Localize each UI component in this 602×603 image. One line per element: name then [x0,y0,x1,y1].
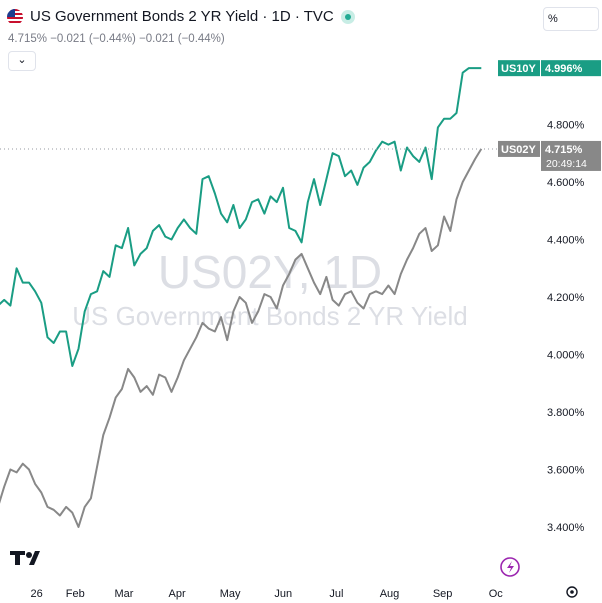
y-tick-label: 4.000% [547,350,585,362]
y-tick-label: 4.200% [547,292,585,304]
y-tick-label: 3.800% [547,407,585,419]
series-name-tag-us10y [498,60,540,77]
price-tag-value-us02y: 4.715% [545,144,583,156]
lightning-icon[interactable] [500,557,520,577]
bar-countdown: 20:49:14 [546,158,587,170]
series-name-us02y: US02Y [501,144,537,156]
y-tick-label: 4.600% [547,177,585,189]
series-name-tag-us02y [498,140,540,157]
x-tick-label: Aug [380,588,400,600]
price-tag-us02y [541,140,601,171]
series-line-us02y [0,148,483,528]
x-tick-label: May [220,588,241,600]
market-status-icon[interactable] [341,10,355,24]
y-tick-label: 4.800% [547,120,585,132]
price-tag-us10y [541,60,601,77]
y-tick-label: 3.600% [547,465,585,477]
series-line-us10y [0,67,482,367]
gear-icon[interactable] [566,586,578,598]
x-tick-label: Jun [274,588,292,600]
symbol-title[interactable]: US Government Bonds 2 YR Yield · 1D · TV… [30,8,334,25]
ohlc-values: 4.715% −0.021 (−0.44%) −0.021 (−0.44%) [8,33,225,45]
collapse-legend-button[interactable]: ⌄ [8,51,36,71]
y-tick-label: 4.400% [547,235,585,247]
x-tick-label: Oc [489,588,504,600]
x-tick-label: Apr [168,588,185,600]
x-tick-label: Feb [66,588,85,600]
x-tick-label: Jul [329,588,343,600]
price-tag-value-us10y: 4.996% [545,63,583,75]
scale-mode-button[interactable]: % [543,7,599,31]
tv-logo-dot [26,552,32,558]
us-flag-icon [7,9,23,25]
x-tick-label: Mar [114,588,133,600]
series-name-us10y: US10Y [501,63,537,75]
tv-logo-slash [29,551,40,565]
chart-header: US Government Bonds 2 YR Yield · 1D · TV… [0,0,602,80]
watermark-symbol: US02Y, 1D [158,246,382,298]
x-tick-label: Sep [433,588,453,600]
watermark-description: US Government Bonds 2 YR Yield [72,301,468,331]
y-tick-label: 3.400% [547,522,585,534]
tradingview-logo[interactable] [10,551,40,565]
symbol-watermark: US02Y, 1D US Government Bonds 2 YR Yield [72,246,468,331]
x-tick-label: 26 [31,588,43,600]
tv-logo-t [10,551,25,565]
